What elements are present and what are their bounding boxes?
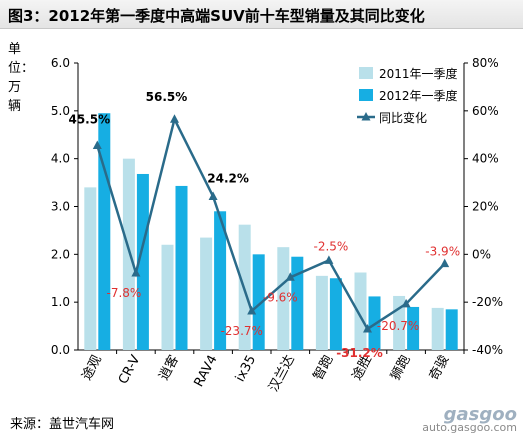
yoy-data-label: 56.5% bbox=[146, 90, 188, 104]
y-right-tick-label: -40% bbox=[472, 343, 503, 357]
legend-swatch-2011 bbox=[359, 67, 373, 79]
y-right-tick-label: 40% bbox=[472, 152, 499, 166]
yoy-marker bbox=[170, 114, 179, 123]
bar-2012 bbox=[214, 211, 227, 350]
bar-2012 bbox=[329, 278, 342, 350]
bar-2012 bbox=[175, 185, 188, 350]
watermark: gasgoo auto.gasgoo.com bbox=[422, 404, 517, 435]
chart-title: 图3：2012年第一季度中高端SUV前十车型销量及其同比变化 bbox=[8, 7, 425, 25]
yoy-marker bbox=[131, 267, 141, 277]
yoy-data-label: -31.2% bbox=[336, 346, 383, 360]
y-right-tick-label: 0% bbox=[472, 247, 491, 261]
bar-2011 bbox=[161, 244, 174, 350]
x-category-label: 智跑 bbox=[311, 353, 336, 383]
title-bar: 图3：2012年第一季度中高端SUV前十车型销量及其同比变化 bbox=[0, 0, 523, 29]
yoy-marker bbox=[208, 191, 218, 200]
yoy-data-label: -2.5% bbox=[313, 239, 348, 253]
watermark-url: auto.gasgoo.com bbox=[422, 421, 517, 434]
yoy-data-label: 24.2% bbox=[207, 171, 249, 185]
yoy-data-label: 45.5% bbox=[68, 113, 110, 127]
y-left-tick-label: 5.0 bbox=[51, 104, 70, 118]
y-left-tick-label: 3.0 bbox=[51, 200, 70, 214]
yoy-data-label: -20.7% bbox=[377, 319, 419, 333]
bar-2012 bbox=[98, 113, 111, 350]
yoy-marker bbox=[247, 306, 257, 315]
legend-label-yoy: 同比变化 bbox=[379, 110, 427, 125]
x-category-label: 逍客 bbox=[156, 352, 182, 382]
yoy-marker bbox=[401, 298, 411, 308]
yoy-line bbox=[96, 115, 446, 331]
legend-marker-yoy bbox=[361, 112, 371, 121]
yoy-data-label: -7.8% bbox=[106, 286, 141, 300]
bar-2011 bbox=[200, 237, 213, 350]
x-category-label: 狮跑 bbox=[388, 353, 413, 383]
source-note: 来源：盖世汽车网 bbox=[10, 417, 115, 432]
yoy-marker bbox=[92, 140, 102, 150]
bar-2011 bbox=[354, 272, 367, 350]
y-right-tick-label: 20% bbox=[472, 200, 499, 214]
y-left-tick-label: 6.0 bbox=[51, 56, 70, 70]
bar-2011 bbox=[277, 247, 290, 350]
yoy-marker bbox=[440, 258, 450, 268]
y-left-tick-label: 0.0 bbox=[51, 343, 70, 357]
legend-swatch-2012 bbox=[359, 89, 373, 101]
yoy-data-label: -23.7% bbox=[220, 324, 262, 338]
y-left-tick-label: 4.0 bbox=[51, 152, 70, 166]
yoy-marker bbox=[285, 272, 295, 281]
bar-2011 bbox=[84, 187, 97, 350]
bar-2011 bbox=[431, 307, 444, 350]
yoy-marker bbox=[324, 255, 334, 264]
x-category-label: 奇骏 bbox=[426, 352, 452, 382]
x-category-label: 途观 bbox=[78, 352, 104, 382]
x-category-label: ix35 bbox=[233, 353, 259, 385]
bar-2012 bbox=[252, 254, 265, 350]
bar-2011 bbox=[315, 275, 328, 350]
x-category-label: RAV4 bbox=[192, 353, 221, 390]
yoy-data-label: -9.6% bbox=[263, 290, 298, 304]
bar-2012 bbox=[136, 173, 149, 350]
yoy-data-label: -3.9% bbox=[425, 245, 460, 259]
y-left-tick-label: 2.0 bbox=[51, 247, 70, 261]
bar-2011 bbox=[122, 158, 135, 350]
y-right-tick-label: 80% bbox=[472, 56, 499, 70]
x-category-label: CR-V bbox=[116, 353, 144, 387]
legend-label-2011: 2011年一季度 bbox=[379, 66, 458, 81]
y-right-tick-label: 60% bbox=[472, 104, 499, 118]
y-left-tick-label: 1.0 bbox=[51, 295, 70, 309]
bar-2012 bbox=[407, 306, 420, 350]
legend-label-2012: 2012年一季度 bbox=[379, 88, 458, 103]
x-category-label: 汉兰达 bbox=[266, 353, 298, 394]
yoy-marker bbox=[363, 323, 372, 333]
watermark-logo: gasgoo bbox=[443, 404, 517, 425]
y-right-tick-label: -20% bbox=[472, 295, 503, 309]
unit-label: 单位：万辆 bbox=[8, 42, 35, 114]
bar-2012 bbox=[445, 309, 458, 350]
